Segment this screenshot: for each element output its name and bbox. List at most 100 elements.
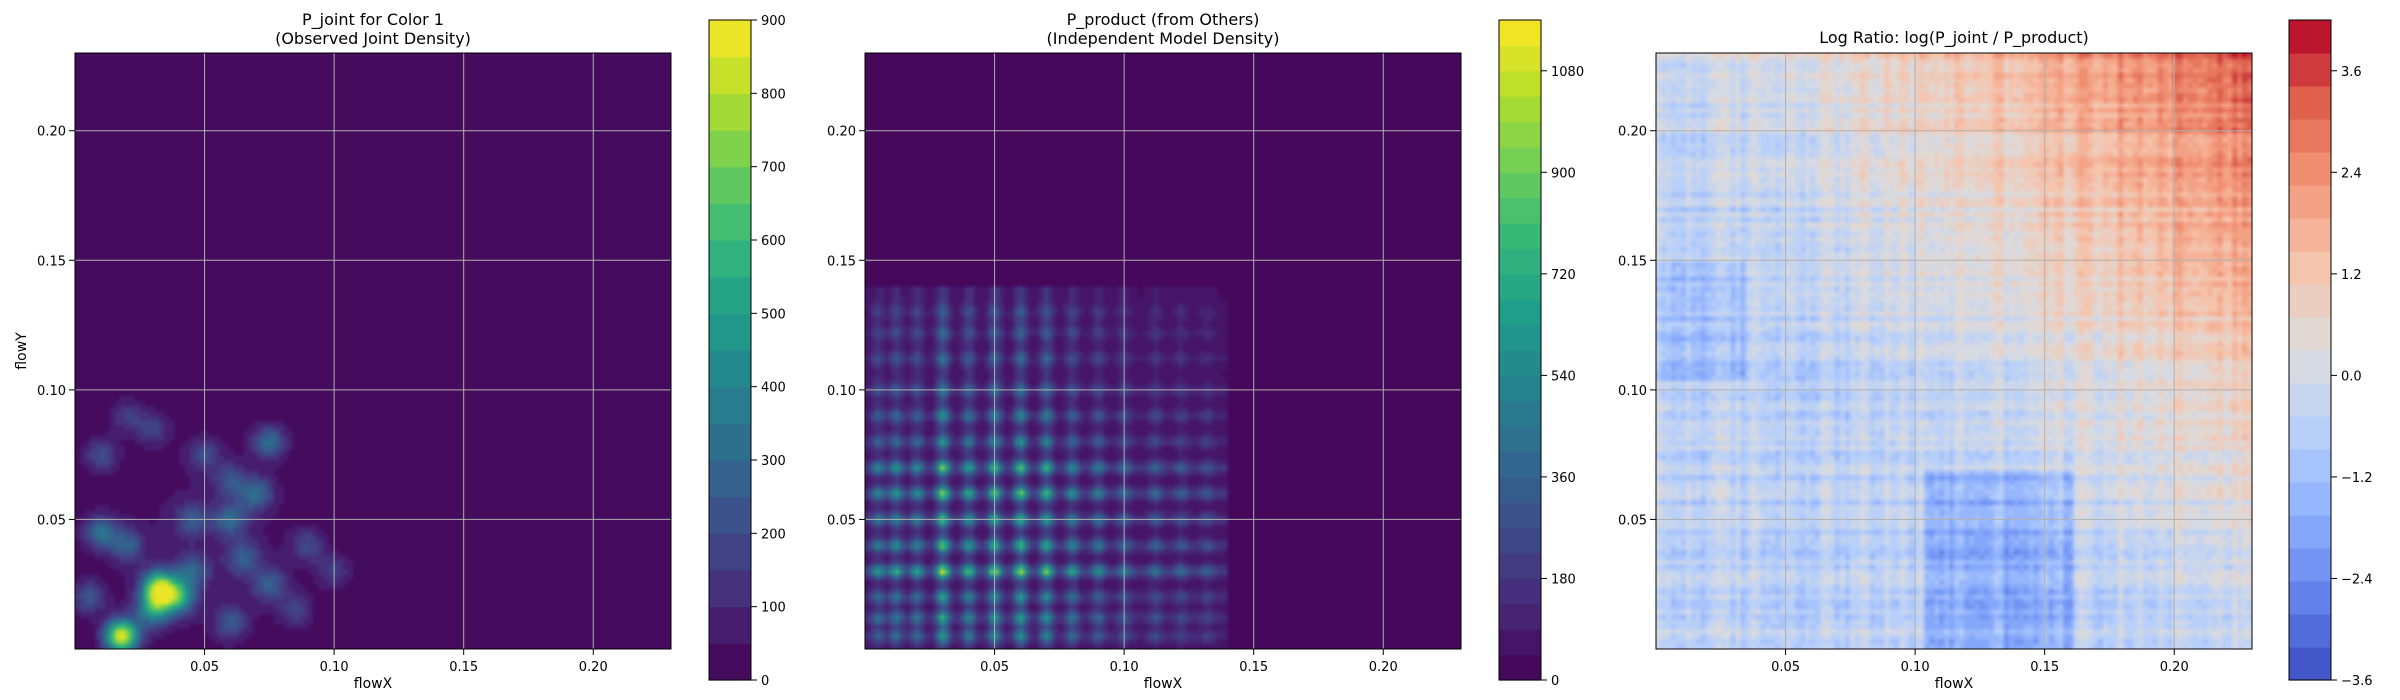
colorbar-level (1499, 451, 1541, 478)
panel-product-density: P_product (from Others) (Independent Mode… (827, 10, 1584, 692)
grid (865, 53, 1461, 649)
x-tick-label: 0.20 (1369, 660, 1398, 675)
colorbar-level (709, 350, 751, 388)
colorbar-tick-label: −1.2 (2341, 471, 2373, 486)
y-tick-label: 0.15 (827, 254, 856, 269)
colorbar-level (2289, 548, 2331, 582)
colorbar-tick-label: 800 (761, 87, 786, 102)
colorbar-tick-label: 540 (1551, 369, 1576, 384)
colorbar-level (2289, 482, 2331, 516)
colorbar-level (2289, 383, 2331, 417)
colorbar-level (1499, 350, 1541, 376)
colorbar-tick-label: 180 (1551, 572, 1576, 587)
colorbar-level (2289, 581, 2331, 615)
panel-log-ratio: Log Ratio: log(P_joint / P_product) 0.05… (1618, 19, 2373, 692)
colorbar-level (709, 496, 751, 534)
colorbar-tick-label: 300 (761, 454, 786, 469)
colorbar-level (1499, 629, 1541, 656)
colorbar-level (1499, 324, 1541, 351)
y-tick-label: 0.10 (37, 384, 66, 399)
colorbar-level (2289, 350, 2331, 384)
colorbar-level (2289, 647, 2331, 681)
colorbar-level (1499, 502, 1541, 529)
colorbar-level (1499, 70, 1541, 97)
colorbar-level (709, 93, 751, 131)
colorbar-level (2289, 53, 2331, 87)
colorbar-level (2289, 416, 2331, 450)
colorbar-tick-label: 2.4 (2341, 166, 2362, 181)
colorbar-level (1499, 273, 1541, 300)
panel-joint-density: P_joint for Color 1 (Observed Joint Densi… (14, 10, 786, 692)
colorbar-level (2289, 614, 2331, 648)
colorbar-level (1499, 578, 1541, 605)
grid (75, 53, 671, 649)
y-tick-label: 0.20 (37, 125, 66, 140)
x-ticks: 0.05 0.10 0.15 0.20 (1771, 649, 2189, 675)
x-tick-label: 0.05 (1771, 660, 1800, 675)
colorbar-level (709, 606, 751, 644)
x-tick-label: 0.10 (1901, 660, 1930, 675)
colorbar-level (1499, 375, 1541, 402)
colorbar-level (1499, 527, 1541, 554)
colorbar-level (1499, 426, 1541, 453)
colorbar-level (1499, 197, 1541, 224)
chart-title: P_product (from Others) (Independent Mode… (1047, 10, 1280, 48)
x-axis-label: flowX (354, 676, 393, 692)
colorbar-level (2289, 218, 2331, 252)
colorbar-tick-label: 720 (1551, 268, 1576, 283)
y-tick-label: 0.10 (827, 384, 856, 399)
y-tick-label: 0.20 (1618, 125, 1647, 140)
colorbar-level (1499, 223, 1541, 250)
colorbar-tick-label: −2.4 (2341, 572, 2373, 587)
y-tick-label: 0.05 (1618, 513, 1647, 528)
colorbar-tick-label: −3.6 (2341, 674, 2373, 689)
colorbar-frame (2288, 19, 2332, 681)
colorbar-level (2289, 119, 2331, 153)
colorbar-tick-label: 400 (761, 381, 786, 396)
chart-title: P_joint for Color 1 (Observed Joint Densi… (275, 10, 471, 48)
colorbar-level (709, 166, 751, 204)
colorbar-tick-label: 3.6 (2341, 65, 2362, 80)
x-ticks: 0.05 0.10 0.15 0.20 (980, 649, 1398, 675)
y-tick-label: 0.15 (37, 254, 66, 269)
colorbar-level (2289, 251, 2331, 285)
colorbar-level (709, 423, 751, 461)
colorbar-level (2289, 152, 2331, 186)
colorbar-tick-label: 700 (761, 161, 786, 176)
heatmap-area (75, 53, 671, 649)
colorbar-level (2289, 86, 2331, 120)
colorbar-tick-label: 200 (761, 527, 786, 542)
colorbar-tick-label: 900 (761, 14, 786, 29)
colorbar-level (1499, 400, 1541, 427)
colorbar-level (1499, 654, 1541, 681)
x-ticks: 0.05 0.10 0.15 0.20 (190, 649, 608, 675)
plot-frame (864, 52, 1462, 650)
colorbar-level (1499, 603, 1541, 630)
colorbar: −3.6 −2.4 −1.2 0.0 1.2 2.4 3.6 (2288, 19, 2373, 689)
x-tick-label: 0.20 (2160, 660, 2189, 675)
colorbar-level (1499, 553, 1541, 580)
colorbar-tick-label: 500 (761, 307, 786, 322)
colorbar-level (709, 203, 751, 241)
colorbar-level (709, 460, 751, 498)
y-tick-label: 0.10 (1618, 384, 1647, 399)
colorbar-level (709, 533, 751, 571)
colorbar-level (1499, 96, 1541, 123)
y-tick-label: 0.20 (827, 125, 856, 140)
colorbar-level (2289, 317, 2331, 351)
heatmap-image (865, 53, 1461, 649)
x-tick-label: 0.05 (980, 660, 1009, 675)
colorbar-level (709, 643, 751, 681)
colorbar: 0 100 200 300 400 500 600 700 800 900 (708, 14, 786, 689)
colorbar-level (709, 20, 751, 58)
colorbar-level (2289, 449, 2331, 483)
colorbar-tick-label: 600 (761, 234, 786, 249)
colorbar-tick-label: 900 (1551, 166, 1576, 181)
x-tick-label: 0.10 (1110, 660, 1139, 675)
colorbar-tick-label: 0 (761, 674, 769, 689)
colorbar-level (2289, 284, 2331, 318)
colorbar-level (2289, 20, 2331, 54)
plot-frame (1655, 52, 2253, 650)
y-tick-label: 0.05 (37, 513, 66, 528)
